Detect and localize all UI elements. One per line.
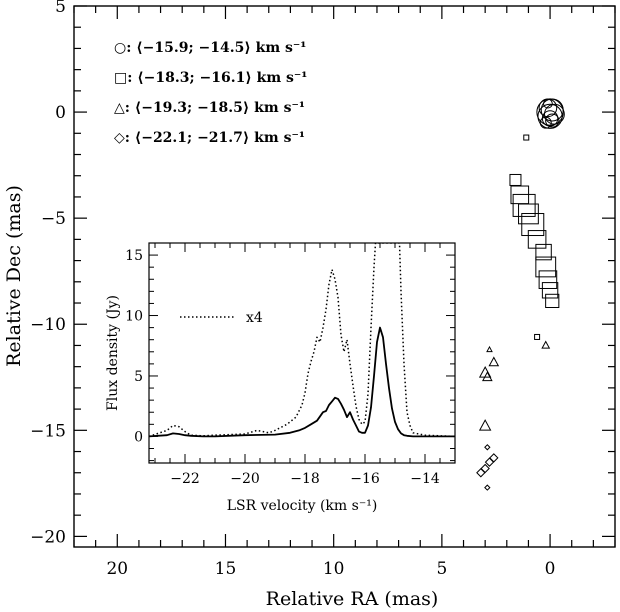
y-tick-label: −20 [30,527,66,547]
square-marker [541,282,559,299]
triangle-marker [541,340,551,349]
square-marker [535,243,552,261]
square-marker [523,134,530,141]
inset-x-tick-label: −18 [290,471,320,487]
square-marker [545,293,560,308]
y-tick-label: −5 [41,209,66,229]
main-tick-labels: 20 15 10 5 0 5 0 −5 −10 −15 −20 [30,0,555,579]
square-marker [535,256,557,278]
y-axis-title: Relative Dec (mas) [3,185,25,367]
x-axis-title: Relative RA (mas) [266,588,439,610]
inset-plot: −22 −20 −18 −16 −14 0 5 10 15 x4 LSR velocity (k… [105,242,456,514]
triangle-marker [486,345,493,353]
diamond-marker [484,484,491,491]
circle-marker [545,113,560,128]
square-marker [538,270,558,289]
triangle-marker [488,356,500,367]
annotation-label: x4 [246,310,263,326]
spectrum-line [149,326,455,438]
y-tick-label: 0 [55,103,66,123]
x-tick-label: 15 [215,559,237,579]
inset-lines [149,243,455,438]
inset-x-tick-label: −22 [170,471,200,487]
legend-entry-diamond: ◇: ⟨−22.1; −21.7⟩ km s⁻¹ [114,130,305,146]
y-tick-label: −15 [30,421,66,441]
legend-entry-square: □: ⟨−18.3; −16.1⟩ km s⁻¹ [114,70,307,86]
square-marker [534,333,541,340]
main-ticks [73,5,616,547]
main-markers [476,98,565,491]
square-marker [527,230,547,249]
inset-y-tick-label: 0 [134,429,143,445]
inset-x-axis-title: LSR velocity (km s⁻¹) [227,498,378,514]
x-tick-label: 0 [545,559,556,579]
main-plot: 20 15 10 5 050−5−10−15−20 Relative RA (mas) … [3,0,616,610]
triangle-marker [481,371,493,382]
inset-x-tick-label: −16 [350,471,380,487]
circle-marker [536,98,564,126]
triangle-marker [478,419,492,431]
legend-entry-circle: ○: ⟨−15.9; −14.5⟩ km s⁻¹ [114,40,306,56]
diamond-marker [484,457,495,467]
inset-y-axis-title: Flux density (Jy) [105,295,121,411]
inset-y-tick-label: 15 [125,248,143,264]
inset-plot-frame [148,242,456,464]
x-tick-label: 20 [106,559,128,579]
main-plot-frame [73,5,616,548]
spectrum-x4-line [149,243,455,438]
x-tick-label: 10 [323,559,345,579]
square-marker [509,173,522,186]
inset-x-tick-label: −14 [410,471,440,487]
inset-y-tick-label: 5 [134,369,143,385]
legend: ○: ⟨−15.9; −14.5⟩ km s⁻¹ □: ⟨−18.3; −16.1… [114,40,307,146]
x-tick-label: 5 [436,559,447,579]
inset-x-tick-label: −20 [230,471,260,487]
legend-entry-triangle: △: ⟨−19.3; −18.5⟩ km s⁻¹ [114,100,305,116]
inset-y-tick-label: 10 [125,309,143,325]
diamond-marker [489,453,499,463]
y-tick-label: 5 [55,0,66,17]
square-marker [512,193,536,217]
diamond-marker [484,444,491,451]
diamond-marker [480,463,490,474]
inset-tick-labels: −22 −20 −18 −16 −14 0 5 10 15 [125,248,440,487]
diamond-marker [476,468,486,478]
square-marker [521,213,545,237]
y-tick-label: −10 [30,315,66,335]
